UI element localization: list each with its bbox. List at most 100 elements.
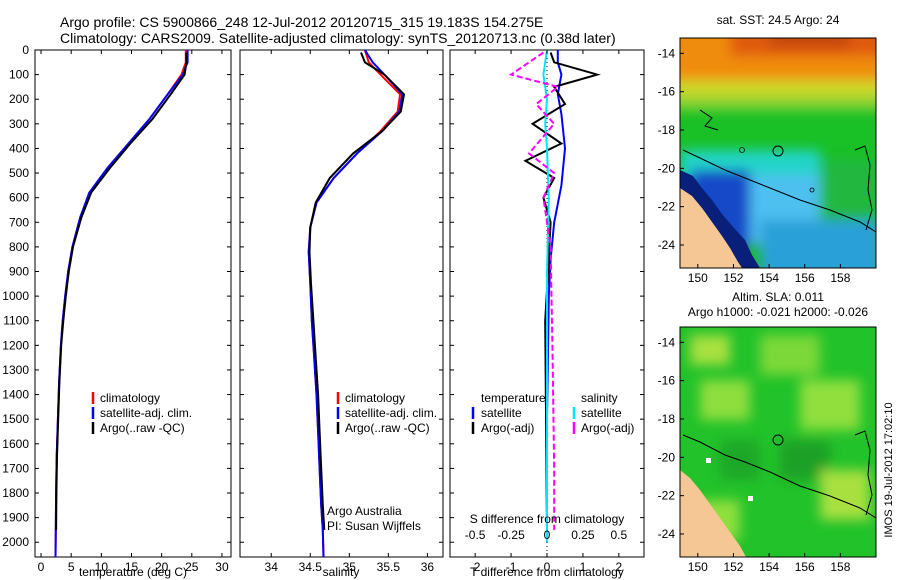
x-tick-label: 5 [68,560,75,574]
s-diff-tick-label: 0.5 [611,528,628,542]
salinity-panel-frame [239,49,444,558]
temperature-panel-frame [34,49,232,558]
land-australia [680,470,746,557]
x-tick-label: 20 [155,560,169,574]
depth-tick-label: 2000 [2,535,29,549]
map-x-tick-label: 152 [723,271,743,285]
x-tick-label: 1 [580,560,587,574]
map-y-tick-label: -24 [658,238,676,252]
legend-climatology: climatology [345,391,405,405]
legend-climatology: climatology [100,391,160,405]
depth-tick-label: 500 [9,166,29,180]
legend-s-satellite: satellite [581,406,622,420]
temperature-series [54,50,189,557]
legend-satellite-clim: satellite-adj. clim. [100,406,192,420]
x-tick-label: 15 [125,560,139,574]
series-line [54,50,187,557]
x-tick-label: 0 [38,560,45,574]
sla-map-frame [679,326,877,558]
reef-outline [854,430,873,516]
legend-satellite-clim: satellite-adj. clim. [345,406,437,420]
map-y-tick-label: -14 [658,46,676,60]
s-diff-tick-label: -0.5 [465,528,486,542]
x-tick-label: 2 [616,560,623,574]
map-x-tick-label: 152 [723,560,743,574]
depth-tick-label: 200 [9,92,29,106]
x-tick-label: 0 [544,560,551,574]
data-point-marker [706,458,711,463]
series-line [546,50,567,543]
x-tick-label: 10 [95,560,109,574]
depth-tick-label: 1200 [2,338,29,352]
map-y-tick-label: -18 [658,412,676,426]
figure-title-line1: Argo profile: CS 5900866_248 12-Jul-2012… [60,14,543,30]
depth-tick-label: 1400 [2,388,29,402]
sst-map-frame [679,37,877,269]
depth-tick-label: 400 [9,141,29,155]
sla-map-title: Altim. SLA: 0.011 [732,290,824,304]
x-axis-ticks: 0 5 10 15 20 25 30 34 34.5 35 35.5 36 -2 -1 0 1 2 -0.5 -0.… [38,50,628,574]
legend-argo: Argo(..raw -QC) [100,421,185,435]
depth-tick-label: 100 [9,68,29,82]
map-x-tick-label: 156 [795,560,815,574]
map-y-tick-label: -20 [658,161,676,175]
argo-location-marker [772,434,784,446]
difference-series [508,50,601,557]
x-tick-label: 30 [215,560,229,574]
x-tick-label: 36 [421,560,435,574]
argo-location-marker [772,145,784,157]
reef-outline [699,109,719,131]
map-x-tick-label: 156 [795,271,815,285]
depth-tick-label: 900 [9,265,29,279]
salinity-xlabel: salinity [323,565,360,579]
legend-t-satellite: satellite [481,406,522,420]
depth-tick-label: 1300 [2,363,29,377]
sst-map [680,38,876,268]
depth-tick-label: 700 [9,215,29,229]
sla-map [680,327,876,557]
depth-tick-label: 1100 [3,314,29,328]
map-y-tick-label: -22 [658,200,676,214]
map-x-tick-label: 158 [830,560,850,574]
x-tick-label: 34 [265,560,279,574]
map-x-tick-label: 158 [830,271,850,285]
x-tick-label: -2 [470,560,481,574]
figure-title-line2: Climatology: CARS2009. Satellite-adjuste… [60,30,616,46]
data-point-marker [748,496,753,501]
legend-s-argo: Argo(-adj) [581,421,634,435]
difference-xlabel-top: S difference from climatology [470,512,625,526]
s-diff-tick-label: -0.25 [497,528,525,542]
depth-tick-label: 800 [9,240,29,254]
series-line [54,50,189,557]
annotation-argo-australia: Argo Australia [327,504,402,518]
depth-tick-label: 1500 [2,412,29,426]
reef-islet [739,147,745,153]
sla-map-axes: 150 152 154 156 158 -14 -16 -18 -20 -22 -24 [658,335,851,574]
legend-header-salinity: salinity [581,391,618,405]
map-y-tick-label: -16 [658,374,676,388]
contour-line [682,149,876,233]
map-x-tick-label: 150 [688,271,708,285]
x-tick-label: 35.5 [377,560,401,574]
map-y-tick-label: -18 [658,123,676,137]
depth-tick-label: 1700 [2,461,29,475]
annotation-pi: PI: Susan Wijffels [327,519,421,533]
land-australia [680,188,742,268]
depth-tick-label: 1600 [2,437,29,451]
depth-tick-label: 600 [9,191,29,205]
sst-map-title: sat. SST: 24.5 Argo: 24 [717,13,840,27]
series-line [508,51,560,530]
x-tick-label: 25 [185,560,199,574]
map-x-tick-label: 150 [688,560,708,574]
salinity-series [307,50,406,557]
temperature-xlabel: temperature (deg C) [79,565,187,579]
difference-legend: temperature salinity satellite Argo(-adj… [470,391,635,526]
depth-tick-label: 300 [9,117,29,131]
map-y-tick-label: -20 [658,450,676,464]
series-line [55,52,188,530]
depth-axis: 0 100 200 300 400 500 600 700 800 900 1000 1100 1200… [2,43,644,549]
contour-line [682,434,876,519]
depth-tick-label: 1000 [2,289,29,303]
x-tick-label: 34.5 [299,560,323,574]
